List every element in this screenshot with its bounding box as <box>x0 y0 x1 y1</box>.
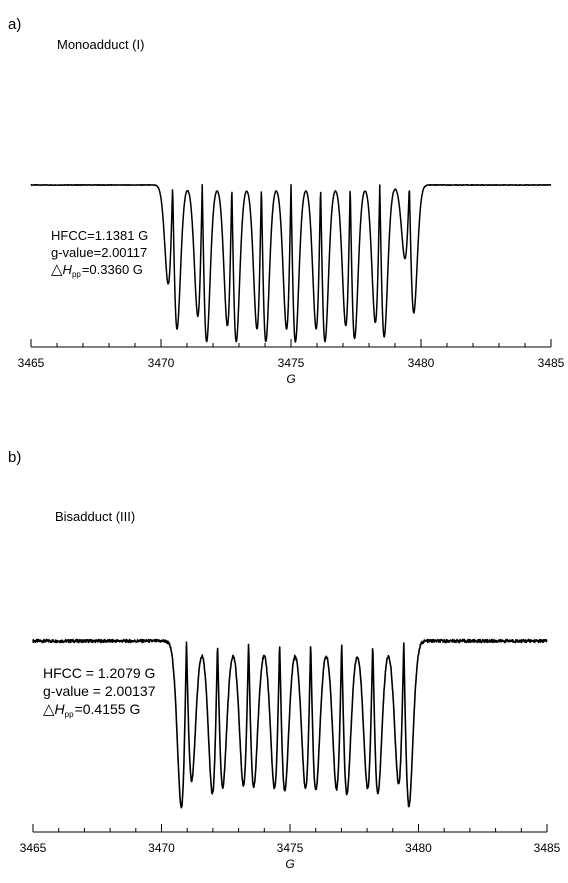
linewidth-subscript: pp <box>71 270 81 279</box>
triangle-delta-icon: △ <box>51 261 63 278</box>
x-tick-label: 3470 <box>148 841 175 855</box>
x-tick-label: 3475 <box>278 356 305 370</box>
panel-b: b) Bisadduct (III) HFCC = 1.2079 G g-val… <box>0 430 568 883</box>
linewidth-h: H <box>62 262 72 277</box>
triangle-delta-icon: △ <box>43 701 55 718</box>
hfcc-text: HFCC = 1.2079 G <box>43 665 156 681</box>
spectral-parameters: HFCC=1.1381 G g-value=2.00117 △Hpp=0.336… <box>51 227 148 283</box>
x-axis-title: G <box>285 857 294 871</box>
x-tick-label: 3470 <box>148 356 175 370</box>
linewidth-value: =0.4155 G <box>74 701 141 717</box>
x-tick-label: 3465 <box>20 841 47 855</box>
x-tick-label: 3475 <box>277 841 304 855</box>
linewidth-value: =0.3360 G <box>81 262 143 277</box>
spectral-parameters: HFCC = 1.2079 G g-value = 2.00137 △Hpp=0… <box>43 664 155 724</box>
x-tick-label: 3480 <box>408 356 435 370</box>
g-value-text: g-value = 2.00137 <box>43 683 156 699</box>
series-label: Monoadduct (I) <box>57 37 145 52</box>
chart-b: 3465 3470 3475 3480 3485 G <box>20 638 561 871</box>
linewidth-subscript: pp <box>64 710 74 719</box>
linewidth-text: △Hpp=0.4155 G <box>43 700 155 724</box>
x-tick-label: 3485 <box>538 356 565 370</box>
panel-tag: b) <box>8 449 22 466</box>
series-label: Bisadduct (III) <box>55 509 136 524</box>
spectrum-line <box>32 638 548 809</box>
chart-a: 3465 3470 3475 3480 3485 G <box>18 183 565 386</box>
panel-tag: a) <box>8 16 22 33</box>
linewidth-text: △Hpp=0.3360 G <box>51 261 148 283</box>
x-tick-label: 3465 <box>18 356 45 370</box>
spectrum-line <box>30 183 552 343</box>
panel-a: a) Monoadduct (I) HFCC=1.1381 G g-value=… <box>0 0 568 430</box>
x-tick-label: 3485 <box>534 841 561 855</box>
g-value-text: g-value=2.00117 <box>51 245 148 260</box>
linewidth-h: H <box>54 701 65 717</box>
x-tick-label: 3480 <box>405 841 432 855</box>
hfcc-text: HFCC=1.1381 G <box>51 228 149 243</box>
x-axis-title: G <box>286 372 295 386</box>
